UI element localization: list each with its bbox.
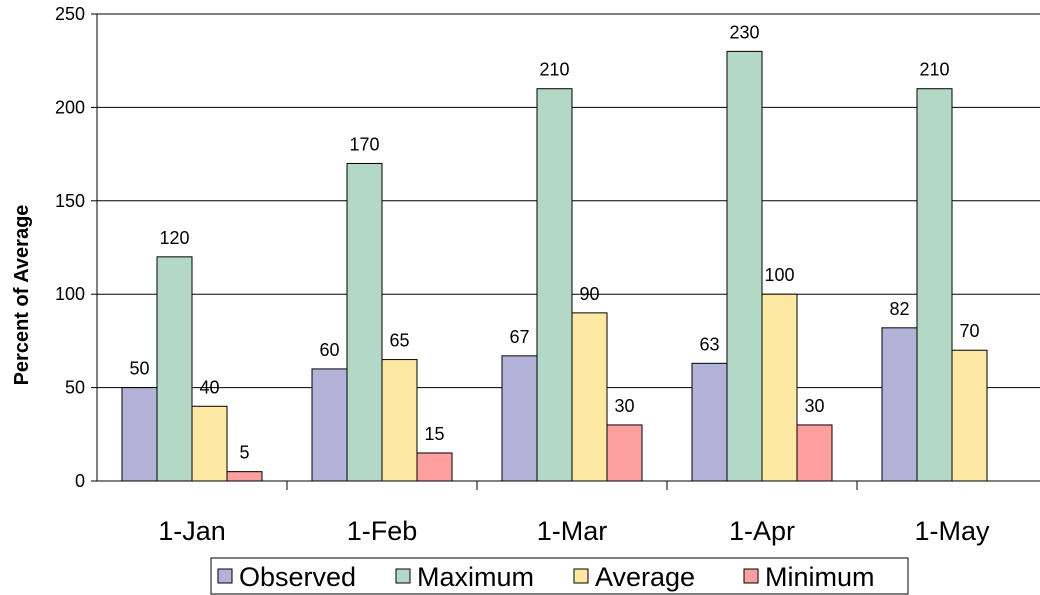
bars <box>121 50 988 482</box>
data-label: 67 <box>509 327 529 347</box>
bar <box>501 355 538 482</box>
data-label: 90 <box>579 284 599 304</box>
legend-label: Minimum <box>765 562 875 592</box>
bar <box>156 256 193 482</box>
bar <box>536 88 573 482</box>
data-label: 65 <box>389 331 409 351</box>
bar <box>346 162 383 482</box>
data-label: 210 <box>539 60 569 80</box>
legend-swatch <box>395 568 411 584</box>
bar <box>796 424 833 482</box>
data-label: 82 <box>889 299 909 319</box>
bar <box>416 452 453 482</box>
bar <box>951 349 988 482</box>
data-label: 100 <box>764 265 794 285</box>
data-label: 60 <box>319 340 339 360</box>
data-label: 63 <box>699 334 719 354</box>
bar <box>691 362 728 482</box>
x-tick-label: 1-Feb <box>347 516 418 546</box>
data-label: 40 <box>199 377 219 397</box>
axes: 0 50 100 150 200 250 1-Jan 1-Feb 1-Mar 1-Apr 1-May <box>55 4 1040 546</box>
data-label: 30 <box>804 396 824 416</box>
data-label: 70 <box>959 321 979 341</box>
legend-label: Average <box>595 562 695 592</box>
data-label: 230 <box>729 22 759 42</box>
bar <box>881 327 918 482</box>
data-label: 210 <box>919 60 949 80</box>
data-label: 15 <box>424 424 444 444</box>
bar <box>571 312 608 482</box>
bar <box>226 471 263 482</box>
data-labels: 50 60 67 63 82 120 170 210 230 210 40 65 90 100 70 5 15 3… <box>129 22 979 462</box>
legend: Observed Maximum Average Minimum <box>210 557 909 595</box>
bar <box>726 50 763 482</box>
legend-swatch <box>573 568 589 584</box>
bar <box>311 368 348 482</box>
y-axis-label: Percent of Average <box>11 205 33 386</box>
x-tick-label: 1-Mar <box>537 516 608 546</box>
y-tick-label: 50 <box>65 378 85 398</box>
y-tick-label: 0 <box>75 471 85 491</box>
data-label: 50 <box>129 359 149 379</box>
data-label: 30 <box>614 396 634 416</box>
legend-box <box>210 557 909 595</box>
x-tick-label: 1-Jan <box>158 516 226 546</box>
x-tick-label: 1-Apr <box>729 516 795 546</box>
bar <box>191 405 228 482</box>
bar <box>381 359 418 482</box>
y-tick-label: 150 <box>55 191 85 211</box>
bar <box>121 387 158 482</box>
y-tick-label: 100 <box>55 284 85 304</box>
legend-label: Maximum <box>417 562 534 592</box>
legend-swatch <box>743 568 759 584</box>
y-tick-label: 250 <box>55 4 85 24</box>
legend-label: Observed <box>239 562 356 592</box>
data-label: 120 <box>159 228 189 248</box>
y-tick-label: 200 <box>55 97 85 117</box>
data-label: 5 <box>239 443 249 463</box>
bar <box>761 293 798 482</box>
bar <box>606 424 643 482</box>
legend-swatch <box>217 568 233 584</box>
x-tick-label: 1-May <box>914 516 990 546</box>
bar <box>916 88 953 482</box>
data-label: 170 <box>349 134 379 154</box>
